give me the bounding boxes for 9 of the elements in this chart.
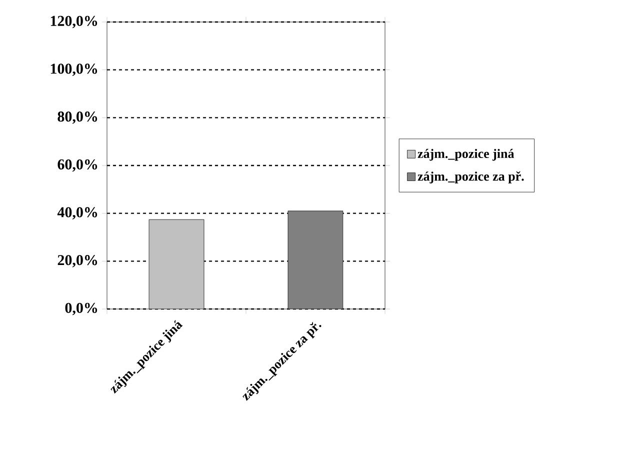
y-tick-label: 120,0% — [50, 16, 98, 28]
y-tick-label: 80,0% — [58, 112, 98, 124]
legend-label: zájm._pozice jiná — [418, 148, 514, 161]
y-tick-label: 40,0% — [57, 207, 98, 220]
y-tick-label: 20,0% — [58, 255, 98, 268]
y-tick-label: 100,0% — [50, 64, 98, 76]
legend-label: zájm._pozice za př. — [418, 171, 524, 184]
y-tick-label: 0,0% — [65, 302, 98, 316]
y-tick-label: 60,0% — [58, 159, 98, 172]
